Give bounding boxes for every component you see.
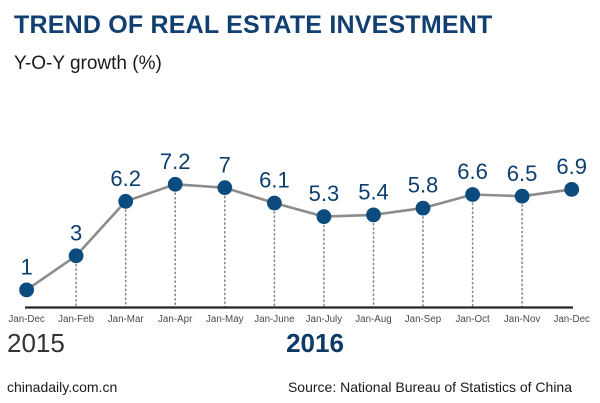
svg-text:2016: 2016 [286,328,344,358]
svg-text:Jan-Nov: Jan-Nov [504,314,541,325]
svg-text:6.9: 6.9 [556,154,587,179]
svg-text:Jan-Aug: Jan-Aug [355,314,392,325]
svg-text:Jan-Dec: Jan-Dec [553,314,590,325]
svg-text:Source: National Bureau of Sta: Source: National Bureau of Statistics of… [288,379,572,395]
svg-text:3: 3 [70,220,82,245]
svg-text:7.2: 7.2 [160,149,191,174]
svg-text:6.5: 6.5 [507,161,538,186]
svg-text:1: 1 [20,255,32,280]
svg-text:Jan-Feb: Jan-Feb [58,314,94,325]
svg-text:Jan-July: Jan-July [306,314,343,325]
svg-text:chinadaily.com.cn: chinadaily.com.cn [7,379,117,395]
svg-text:Jan-Sep: Jan-Sep [405,314,442,325]
svg-text:Jan-Dec: Jan-Dec [8,314,45,325]
svg-text:Jan-Mar: Jan-Mar [108,314,145,325]
svg-text:5.8: 5.8 [408,173,439,198]
svg-text:6.1: 6.1 [259,168,290,193]
svg-text:5.3: 5.3 [309,181,340,206]
svg-text:Jan-May: Jan-May [206,314,244,325]
svg-text:2015: 2015 [7,328,65,358]
svg-text:Jan-June: Jan-June [254,314,295,325]
svg-text:7: 7 [219,152,231,177]
svg-text:Jan-Apr: Jan-Apr [158,314,193,325]
svg-text:6.6: 6.6 [457,159,488,184]
svg-text:5.4: 5.4 [358,180,389,205]
svg-text:6.2: 6.2 [110,166,141,191]
svg-text:Jan-Oct: Jan-Oct [455,314,490,325]
